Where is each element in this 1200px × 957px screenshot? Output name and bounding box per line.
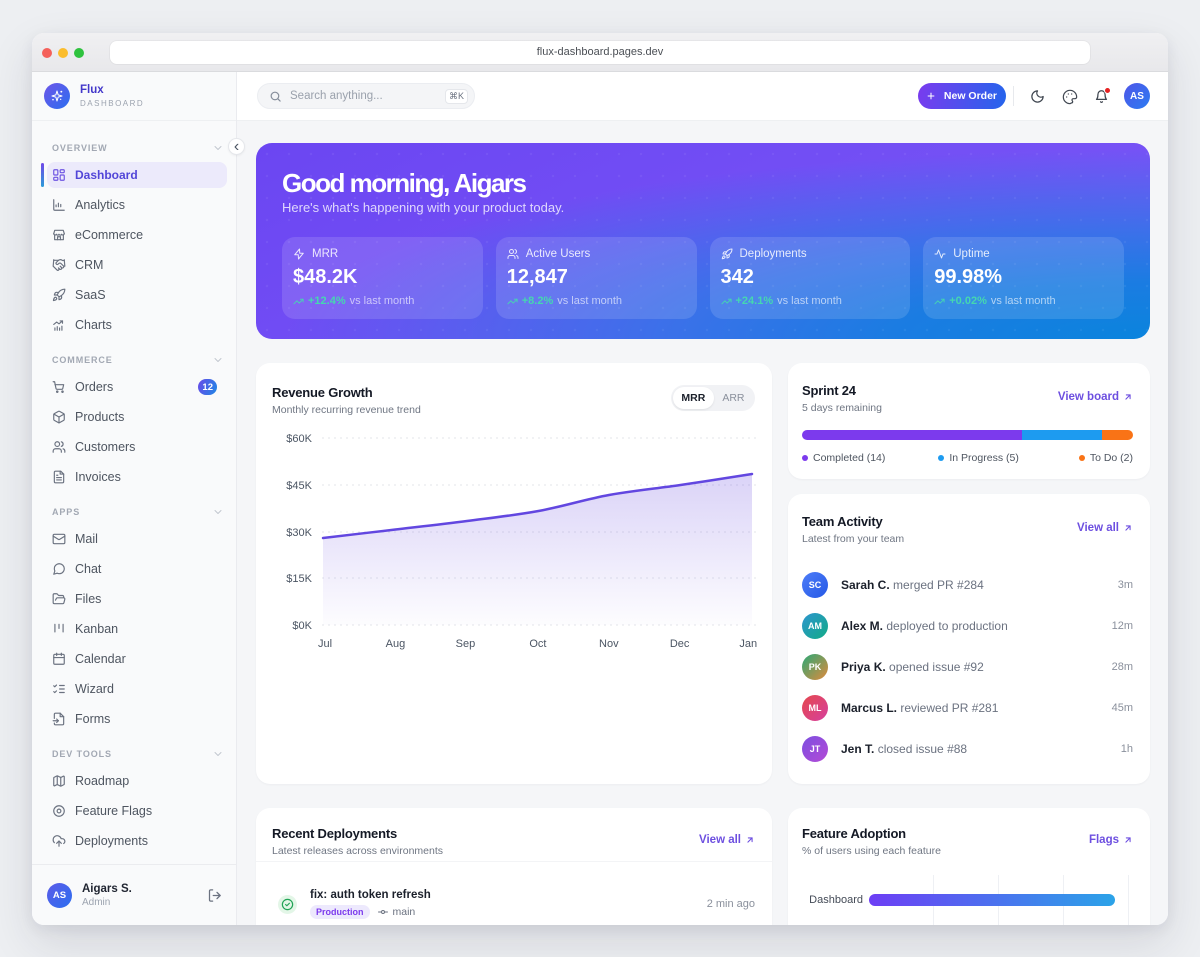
svg-text:Sep: Sep <box>456 638 476 650</box>
svg-text:Oct: Oct <box>529 638 546 650</box>
svg-text:Aug: Aug <box>386 638 406 650</box>
svg-text:Dec: Dec <box>670 638 690 650</box>
svg-text:$45K: $45K <box>286 480 312 492</box>
svg-text:Jan: Jan <box>739 638 757 650</box>
svg-text:$60K: $60K <box>286 433 312 445</box>
svg-text:$15K: $15K <box>286 573 312 585</box>
svg-text:$30K: $30K <box>286 527 312 539</box>
svg-text:$0K: $0K <box>292 620 312 632</box>
svg-text:Jul: Jul <box>318 638 332 650</box>
svg-text:Nov: Nov <box>599 638 619 650</box>
